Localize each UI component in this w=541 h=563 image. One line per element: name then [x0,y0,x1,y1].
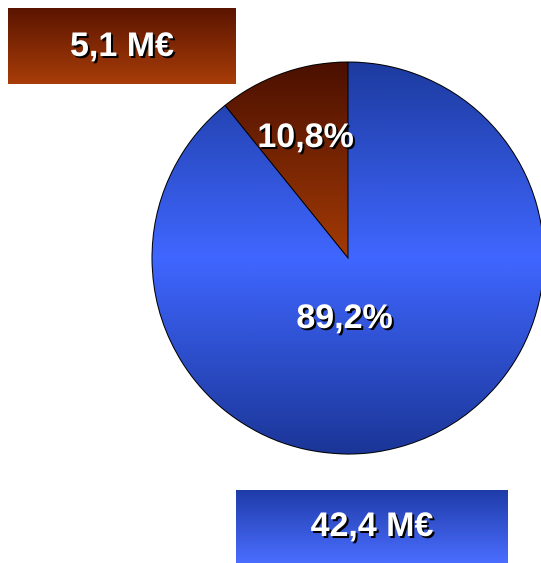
amount-label: 5,1 M€ [70,26,174,64]
amount-label: 42,4 M€ [311,506,434,544]
amount-box [236,490,508,563]
pie-slice [151,61,541,455]
value-label: 10,8% [257,117,353,155]
amount-box [8,8,236,84]
value-label: 89,2% [296,298,392,336]
pie-slice [224,61,349,260]
